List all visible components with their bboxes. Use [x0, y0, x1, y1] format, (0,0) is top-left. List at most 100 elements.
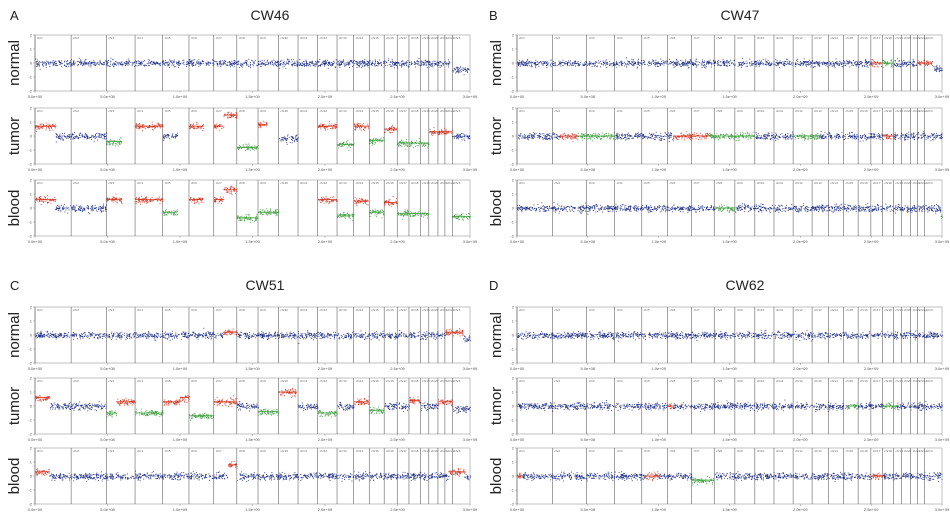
cnv-point	[171, 137, 172, 138]
cnv-point	[766, 62, 767, 63]
cnv-point	[334, 127, 335, 128]
cnv-point	[713, 63, 714, 64]
cnv-point	[432, 133, 433, 134]
cnv-point	[37, 66, 38, 67]
track-name-blood: blood	[6, 190, 23, 227]
cnv-point	[329, 121, 330, 122]
cnv-point	[787, 59, 788, 60]
cnv-point	[69, 63, 70, 64]
cnv-point	[106, 61, 107, 62]
cnv-point	[286, 64, 287, 65]
cnv-point	[358, 125, 359, 126]
cnv-point	[95, 136, 96, 137]
cnv-point	[278, 61, 279, 62]
cnv-point	[452, 217, 453, 218]
cnv-point	[409, 146, 410, 147]
cnv-point	[418, 215, 419, 216]
cnv-point	[454, 136, 455, 137]
cnv-point	[184, 64, 185, 65]
cnv-point	[166, 62, 167, 63]
cnv-point	[629, 61, 630, 62]
cnv-point	[381, 138, 382, 139]
cnv-point	[279, 62, 280, 63]
cnv-point	[459, 219, 460, 220]
cnv-point	[401, 67, 402, 68]
cnv-point	[455, 214, 456, 215]
cnv-point	[341, 62, 342, 63]
cnv-point	[374, 141, 375, 142]
cnv-point	[73, 207, 74, 208]
cnv-point	[546, 65, 547, 66]
cnv-point	[220, 200, 221, 201]
cnv-point	[372, 145, 373, 146]
cnv-point	[79, 207, 80, 208]
cnv-point	[280, 64, 281, 65]
cnv-point	[336, 200, 337, 201]
cnv-point	[449, 62, 450, 63]
cnv-point	[455, 68, 456, 69]
cnv-point	[393, 196, 394, 197]
chromosome-label: chr3	[108, 36, 114, 40]
cnv-point	[458, 135, 459, 136]
cnv-point	[468, 137, 469, 138]
cnv-point	[421, 63, 422, 64]
cnv-point	[105, 211, 106, 212]
cnv-point	[446, 63, 447, 64]
cnv-point	[442, 63, 443, 64]
cnv-point	[458, 67, 459, 68]
cnv-point	[380, 213, 381, 214]
cnv-point	[55, 201, 56, 202]
cnv-point	[372, 61, 373, 62]
cnv-point	[866, 62, 867, 63]
cnv-point	[353, 65, 354, 66]
cnv-point	[172, 136, 173, 137]
cnv-point	[240, 220, 241, 221]
cnv-point	[140, 202, 141, 203]
cnv-point	[356, 124, 357, 125]
cnv-point	[62, 207, 63, 208]
cnv-point	[340, 213, 341, 214]
cnv-point	[130, 62, 131, 63]
cnv-point	[86, 63, 87, 64]
cnv-point	[81, 63, 82, 64]
cnv-point	[428, 144, 429, 145]
cnv-point	[60, 138, 61, 139]
cnv-point	[628, 64, 629, 65]
cnv-point	[852, 64, 853, 65]
cnv-point	[189, 59, 190, 60]
cnv-point	[331, 65, 332, 66]
cnv-point	[584, 62, 585, 63]
cnv-point	[254, 150, 255, 151]
cnv-point	[237, 61, 238, 62]
cnv-point	[458, 219, 459, 220]
cnv-point	[169, 67, 170, 68]
cnv-point	[68, 138, 69, 139]
cnv-point	[326, 127, 327, 128]
cnv-point	[460, 67, 461, 68]
cnv-point	[391, 206, 392, 207]
cnv-point	[858, 67, 859, 68]
cnv-point	[344, 66, 345, 67]
cnv-point	[314, 63, 315, 64]
cnv-point	[260, 209, 261, 210]
cnv-point	[147, 200, 148, 201]
cnv-point	[344, 64, 345, 65]
cnv-point	[394, 65, 395, 66]
cnv-point	[127, 63, 128, 64]
cnv-point	[165, 62, 166, 63]
cnv-point	[74, 209, 75, 210]
cnv-point	[139, 61, 140, 62]
cnv-point	[234, 188, 235, 189]
chromosome-label: chr13	[339, 36, 347, 40]
cnv-point	[402, 61, 403, 62]
cnv-point	[454, 68, 455, 69]
cnv-point	[529, 61, 530, 62]
cnv-point	[723, 62, 724, 63]
cnv-point	[464, 134, 465, 135]
cnv-point	[457, 137, 458, 138]
cnv-point	[100, 63, 101, 64]
cnv-point	[259, 126, 260, 127]
y-tick-label: -1	[510, 74, 514, 79]
x-tick-label: 2.5e+09	[864, 94, 879, 99]
cnv-point	[119, 139, 120, 140]
